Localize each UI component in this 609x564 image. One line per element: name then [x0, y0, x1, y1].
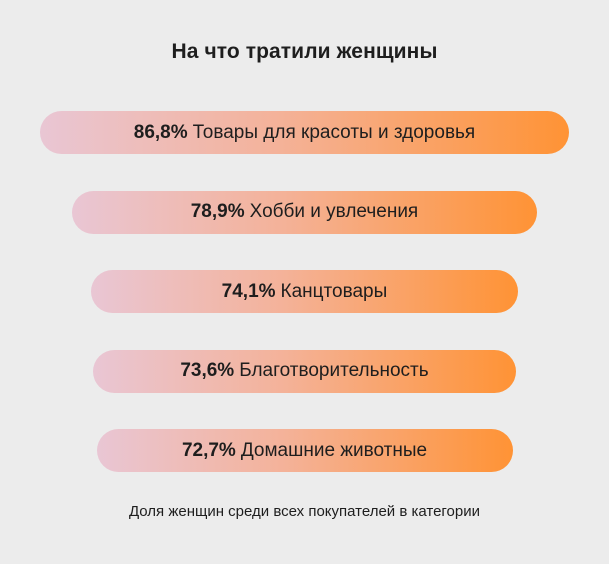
bar-value-label: 78,9%: [190, 201, 245, 222]
bar-value-label: 73,6%: [180, 360, 235, 381]
bar-category-label: Хобби и увлечения: [249, 201, 419, 222]
bar-1: 86,8% Товары для красоты и здоровья: [40, 111, 569, 154]
bar-value-label: 86,8%: [133, 121, 188, 143]
bar-4: 73,6% Благотворительность: [92, 349, 517, 393]
bar-3: 74,1% Канцтовары: [90, 270, 519, 313]
bar-category-label: Благотворительность: [239, 360, 429, 381]
bar-category-label: Канцтовары: [280, 280, 388, 302]
bar-2: 78,9% Хобби и увлечения: [71, 190, 538, 234]
chart-footnote: Доля женщин среди всех покупателей в кат…: [128, 503, 481, 520]
bar-value-label: 72,7%: [181, 439, 236, 461]
bar-category-label: Домашние животные: [240, 439, 428, 461]
bar-5: 72,7% Домашние животные: [96, 429, 513, 472]
bar-category-label: Товары для красоты и здоровья: [192, 121, 476, 143]
bar-value-label: 74,1%: [221, 280, 276, 302]
chart-title: На что тратили женщины: [171, 40, 438, 63]
